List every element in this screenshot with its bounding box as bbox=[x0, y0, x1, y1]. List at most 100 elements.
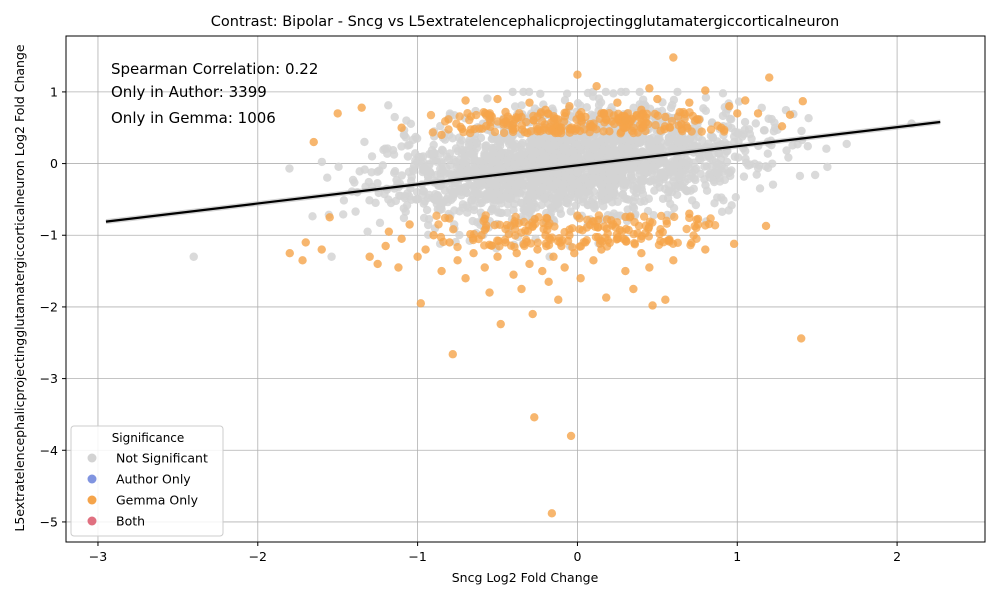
not-significant-point bbox=[454, 184, 463, 193]
gemma-only-point bbox=[597, 245, 606, 254]
gemma-only-point bbox=[285, 248, 294, 258]
not-significant-point bbox=[768, 159, 777, 168]
not-significant-point bbox=[730, 152, 740, 161]
not-significant-point bbox=[419, 199, 428, 208]
gemma-only-point bbox=[693, 114, 702, 124]
gemma-only-point bbox=[645, 84, 654, 93]
gemma-only-point bbox=[469, 248, 478, 258]
not-significant-point bbox=[552, 177, 562, 186]
not-significant-point bbox=[804, 113, 813, 123]
not-significant-point bbox=[560, 96, 570, 105]
not-significant-point bbox=[653, 134, 663, 143]
gemma-only-point bbox=[487, 241, 496, 250]
not-significant-point bbox=[592, 152, 602, 161]
gemma-only-point bbox=[510, 217, 519, 226]
gemma-only-point bbox=[692, 223, 701, 233]
gemma-only-point bbox=[701, 245, 710, 254]
gemma-only-point bbox=[357, 103, 366, 112]
legend-label-author-only: Author Only bbox=[116, 472, 191, 487]
not-significant-point bbox=[506, 150, 515, 159]
gemma-only-point bbox=[658, 227, 667, 237]
not-significant-point bbox=[705, 173, 715, 182]
not-significant-point bbox=[701, 106, 711, 116]
gemma-only-point bbox=[575, 214, 584, 223]
not-significant-point bbox=[747, 134, 756, 143]
not-significant-point bbox=[726, 171, 735, 181]
not-significant-point bbox=[701, 93, 711, 102]
not-significant-point bbox=[411, 195, 421, 204]
x-axis-label: Sncg Log2 Fold Change bbox=[452, 570, 599, 585]
plot-area: −3 −2 −1 0 1 2 −5 −4 −3 −2 −1 0 1 bbox=[40, 35, 986, 564]
not-significant-point bbox=[308, 212, 317, 221]
gemma-only-point bbox=[437, 130, 446, 140]
not-significant-point bbox=[375, 166, 384, 175]
not-significant-point bbox=[795, 171, 805, 181]
not-significant-point bbox=[717, 207, 727, 216]
gemma-only-point bbox=[599, 127, 608, 136]
not-significant-point bbox=[678, 158, 687, 167]
not-significant-point bbox=[418, 190, 428, 200]
not-significant-point bbox=[544, 184, 553, 193]
not-significant-point bbox=[646, 176, 656, 185]
gemma-only-point bbox=[593, 222, 603, 232]
gemma-only-point bbox=[429, 231, 438, 240]
gemma-only-point bbox=[561, 108, 571, 117]
not-significant-point bbox=[605, 186, 614, 195]
not-significant-point bbox=[384, 101, 393, 110]
gemma-only-point bbox=[670, 212, 679, 222]
gemma-only-point bbox=[667, 116, 677, 126]
gemma-only-point bbox=[416, 299, 426, 308]
gemma-only-point bbox=[437, 266, 446, 276]
gemma-only-point bbox=[512, 248, 521, 258]
gemma-only-point bbox=[455, 112, 464, 121]
not-significant-point bbox=[285, 164, 294, 173]
not-significant-point bbox=[542, 141, 551, 150]
not-significant-point bbox=[429, 140, 438, 150]
gemma-only-point bbox=[480, 214, 489, 224]
not-significant-point bbox=[597, 180, 606, 189]
not-significant-point bbox=[755, 184, 765, 193]
y-tick-label: 1 bbox=[50, 84, 58, 99]
gemma-only-point bbox=[602, 215, 612, 224]
not-significant-point bbox=[510, 102, 520, 111]
annotation-spearman: Spearman Correlation: 0.22 bbox=[111, 60, 318, 78]
gemma-only-point bbox=[656, 236, 665, 246]
not-significant-point bbox=[720, 138, 730, 147]
not-significant-point bbox=[788, 141, 797, 150]
not-significant-point bbox=[516, 157, 526, 166]
not-significant-point bbox=[588, 180, 597, 189]
gemma-only-point bbox=[510, 224, 520, 234]
not-significant-point bbox=[573, 180, 583, 189]
not-significant-point bbox=[489, 148, 498, 157]
gemma-only-point bbox=[504, 230, 514, 239]
gemma-only-point bbox=[630, 238, 639, 248]
not-significant-point bbox=[768, 180, 778, 189]
not-significant-point bbox=[599, 202, 608, 211]
not-significant-point bbox=[588, 165, 598, 174]
not-significant-point bbox=[380, 189, 389, 199]
not-significant-point bbox=[339, 196, 349, 205]
not-significant-point bbox=[669, 203, 679, 213]
gemma-only-point bbox=[622, 122, 631, 132]
gemma-only-point bbox=[501, 107, 510, 117]
gemma-only-point bbox=[397, 123, 406, 132]
not-significant-point bbox=[598, 188, 608, 197]
not-significant-point bbox=[493, 188, 503, 198]
not-significant-point bbox=[617, 143, 626, 153]
gemma-only-point bbox=[528, 309, 537, 319]
not-significant-point bbox=[501, 186, 510, 195]
not-significant-point bbox=[402, 116, 411, 125]
gemma-only-point bbox=[485, 114, 494, 124]
not-significant-point bbox=[689, 158, 699, 167]
gemma-only-point bbox=[461, 274, 470, 283]
not-significant-point bbox=[455, 230, 464, 240]
not-significant-point bbox=[635, 87, 644, 97]
gemma-only-point bbox=[449, 225, 458, 234]
not-significant-point bbox=[535, 135, 544, 144]
gemma-only-point bbox=[461, 96, 470, 105]
gemma-only-point bbox=[682, 224, 691, 234]
not-significant-point bbox=[823, 162, 832, 172]
not-significant-point bbox=[715, 177, 725, 186]
gemma-only-point bbox=[533, 245, 542, 254]
not-significant-point bbox=[508, 87, 517, 97]
